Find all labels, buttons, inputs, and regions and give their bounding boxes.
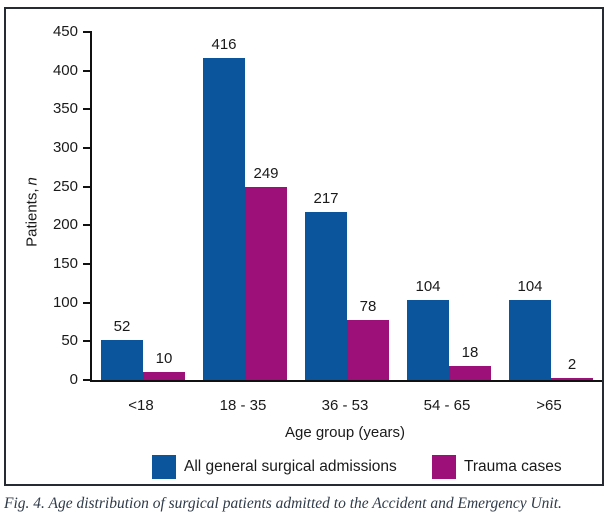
bar-trauma (143, 372, 185, 380)
y-tick-mark (83, 224, 92, 227)
bar-value-label: 249 (253, 165, 279, 183)
legend-item: Trauma cases (432, 455, 562, 479)
legend-label: All general surgical admissions (184, 458, 397, 475)
bar-trauma (347, 319, 389, 380)
bar-value-label: 104 (517, 277, 543, 295)
y-tick-label: 0 (69, 371, 78, 388)
legend-item: All general surgical admissions (152, 455, 397, 479)
x-category-label: 36 - 53 (321, 397, 369, 414)
y-axis-title-italic-n: n (23, 177, 41, 186)
y-tick-mark (83, 185, 92, 188)
plot-area: 0 50 100 150 200 250 300 350 400 450 52 10 416 249 217… (53, 23, 602, 388)
bar-trauma (245, 187, 287, 380)
y-tick-label: 200 (52, 216, 78, 234)
figure-caption: Fig. 4. Age distribution of surgical pat… (4, 495, 562, 512)
bar-group: 104 2 (500, 32, 602, 380)
bar-admissions (407, 299, 449, 380)
bar-group: 217 78 (296, 32, 398, 380)
y-tick-mark (83, 340, 92, 343)
x-category-label: <18 (128, 397, 154, 414)
bar-group: 104 18 (398, 32, 500, 380)
y-tick-mark (83, 147, 92, 149)
y-tick-mark (83, 263, 92, 265)
bar-admissions (203, 58, 245, 380)
bar-value-label: 78 (359, 297, 377, 315)
y-tick-label: 400 (52, 61, 78, 79)
bar-value-label: 104 (415, 277, 441, 295)
bar-admissions (305, 212, 347, 380)
y-tick-label: 450 (52, 23, 78, 40)
bar-trauma (551, 378, 593, 380)
x-axis-title: Age group (years) (284, 424, 406, 441)
y-tick-label: 100 (52, 293, 78, 311)
figure-box: 0 50 100 150 200 250 300 350 400 450 52 10 416 249 217… (4, 7, 604, 486)
bar-trauma (449, 366, 491, 380)
bar-admissions (509, 299, 551, 380)
y-tick-label: 300 (52, 139, 78, 156)
x-category-label: 54 - 65 (423, 397, 471, 414)
y-tick-label: 350 (52, 100, 78, 118)
y-tick-mark (83, 379, 92, 381)
y-tick-mark (83, 69, 92, 72)
y-tick-mark (83, 108, 92, 111)
bar-value-label: 2 (567, 356, 577, 374)
bar-value-label: 217 (313, 190, 339, 208)
legend-swatch-blue (152, 455, 176, 479)
legend: All general surgical admissions Trauma c… (6, 455, 606, 479)
y-tick-label: 250 (52, 177, 78, 195)
y-tick-label: 150 (52, 255, 78, 272)
x-category-label: 18 - 35 (219, 397, 267, 414)
x-category-labels: <18 18 - 35 36 - 53 54 - 65 >65 (90, 396, 600, 416)
y-tick-mark (83, 31, 92, 33)
bar-admissions (101, 339, 143, 380)
y-tick-mark (83, 301, 92, 304)
legend-label: Trauma cases (464, 458, 562, 475)
bar-value-label: 416 (211, 36, 237, 54)
bar-value-label: 10 (155, 350, 173, 368)
bar-value-label: 18 (461, 344, 479, 362)
legend-swatch-magenta (432, 455, 456, 479)
bar-value-label: 52 (113, 317, 131, 335)
y-tick-label: 50 (61, 332, 78, 350)
x-category-label: >65 (536, 397, 562, 414)
y-axis-title-text: Patients, (23, 188, 41, 247)
bar-group: 52 10 (92, 32, 194, 380)
bar-group: 416 249 (194, 32, 296, 380)
